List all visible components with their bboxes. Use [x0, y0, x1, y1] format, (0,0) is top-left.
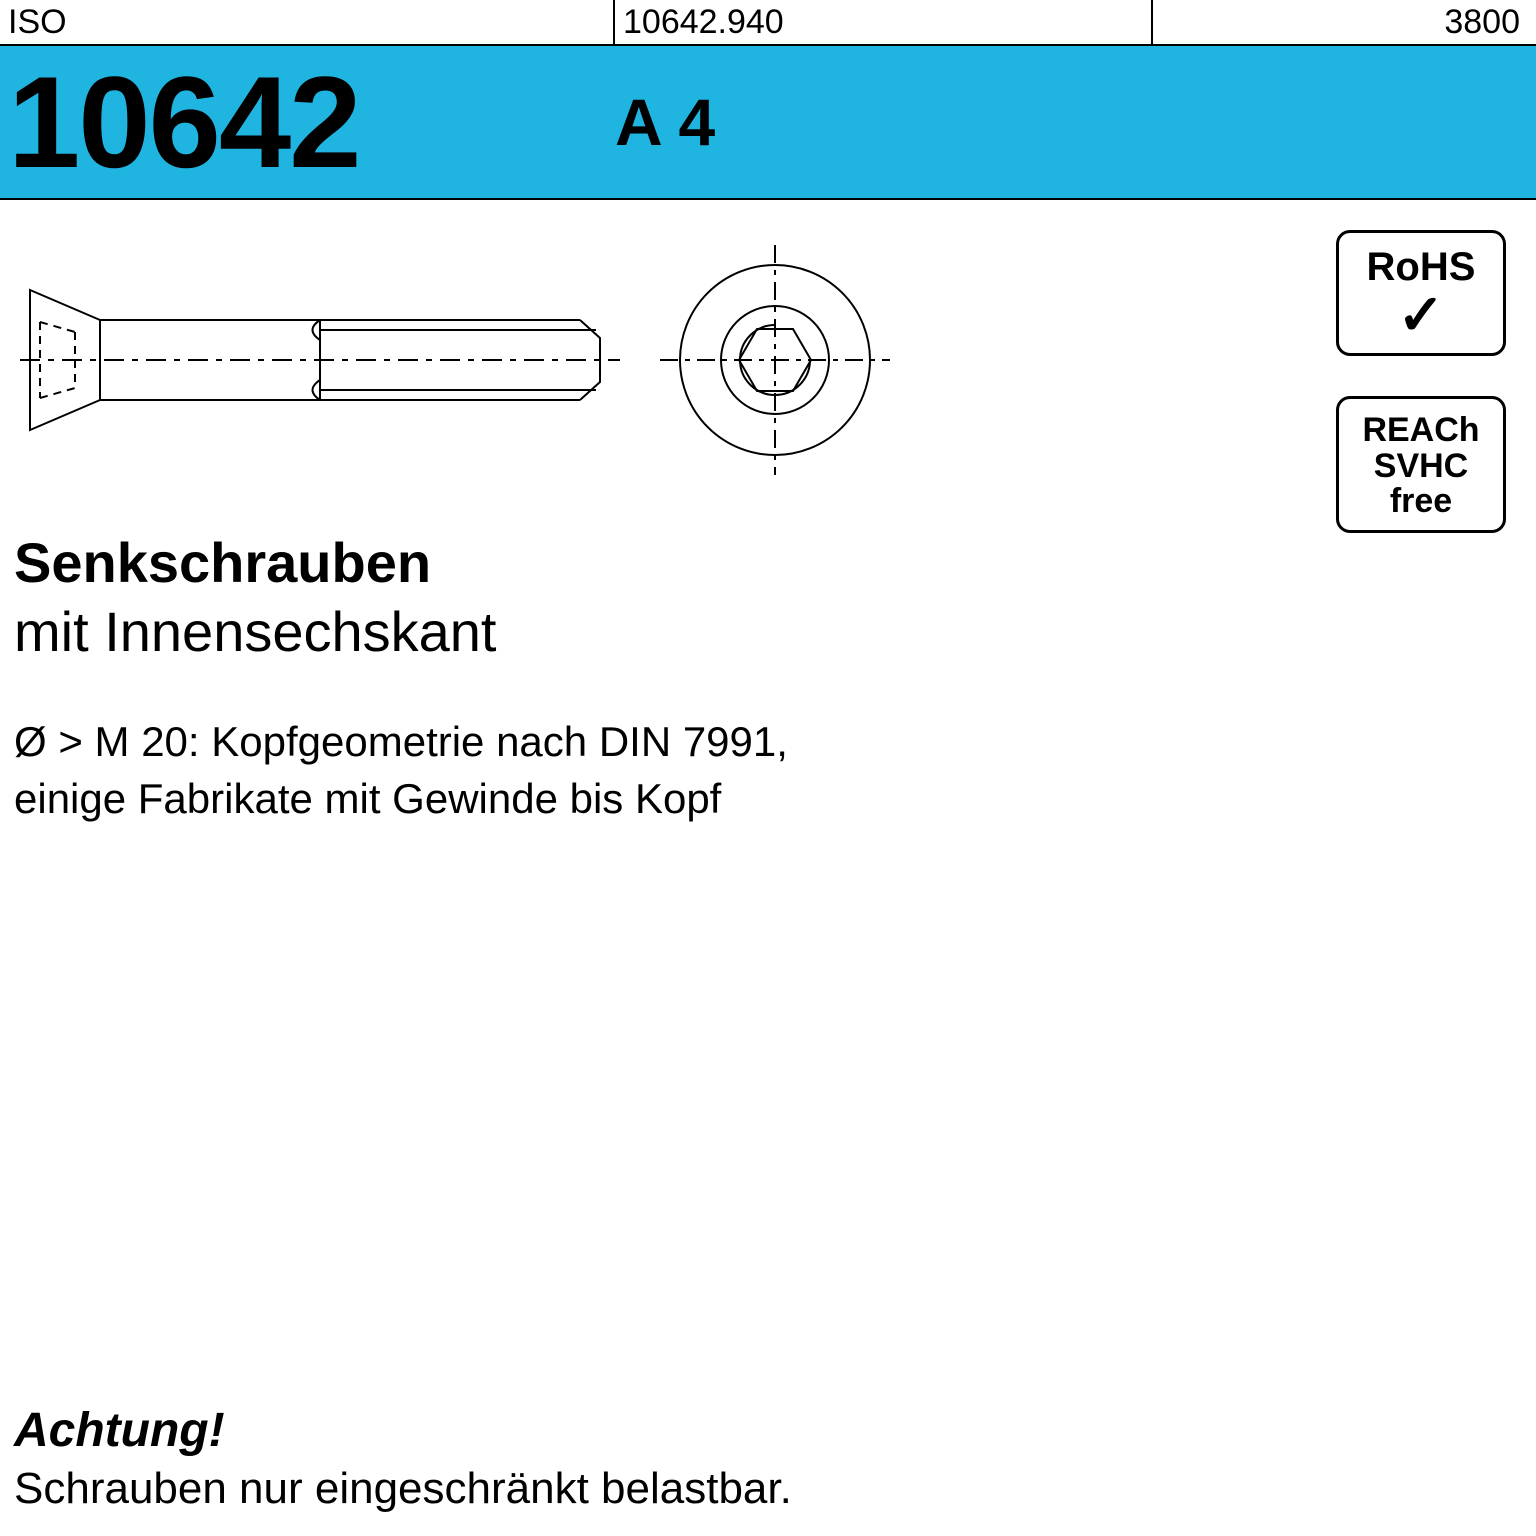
material-grade: A 4: [615, 84, 715, 160]
product-note: Ø > M 20: Kopfgeometrie nach DIN 7991, e…: [14, 714, 1536, 827]
rohs-badge: RoHS ✓: [1336, 230, 1506, 356]
header-right-number: 3800: [1153, 0, 1536, 44]
diagram-area: RoHS ✓ REACh SVHC free: [0, 200, 1536, 520]
note-line-2: einige Fabrikate mit Gewinde bis Kopf: [14, 775, 721, 822]
warning-text: Schrauben nur eingeschränkt belastbar.: [14, 1464, 792, 1514]
header-iso-label: ISO: [0, 0, 615, 44]
check-icon: ✓: [1349, 287, 1493, 343]
product-title: Senkschrauben: [14, 530, 1536, 595]
warning-title: Achtung!: [14, 1403, 792, 1458]
header-row: ISO 10642.940 3800: [0, 0, 1536, 46]
product-subtitle: mit Innensechskant: [14, 599, 1536, 664]
reach-line2: SVHC: [1349, 449, 1493, 485]
screw-side-diagram: [20, 260, 620, 460]
note-line-1: Ø > M 20: Kopfgeometrie nach DIN 7991,: [14, 718, 788, 765]
standard-number: 10642: [0, 47, 615, 197]
screw-top-diagram: [660, 245, 890, 475]
compliance-badges: RoHS ✓ REACh SVHC free: [1336, 230, 1506, 533]
rohs-label: RoHS: [1349, 247, 1493, 287]
warning-block: Achtung! Schrauben nur eingeschränkt bel…: [14, 1403, 792, 1514]
reach-badge: REACh SVHC free: [1336, 396, 1506, 533]
standard-band: 10642 A 4: [0, 46, 1536, 200]
reach-line3: free: [1349, 484, 1493, 520]
description-block: Senkschrauben mit Innensechskant Ø > M 2…: [0, 520, 1536, 827]
header-product-code: 10642.940: [615, 0, 1153, 44]
reach-line1: REACh: [1349, 413, 1493, 449]
